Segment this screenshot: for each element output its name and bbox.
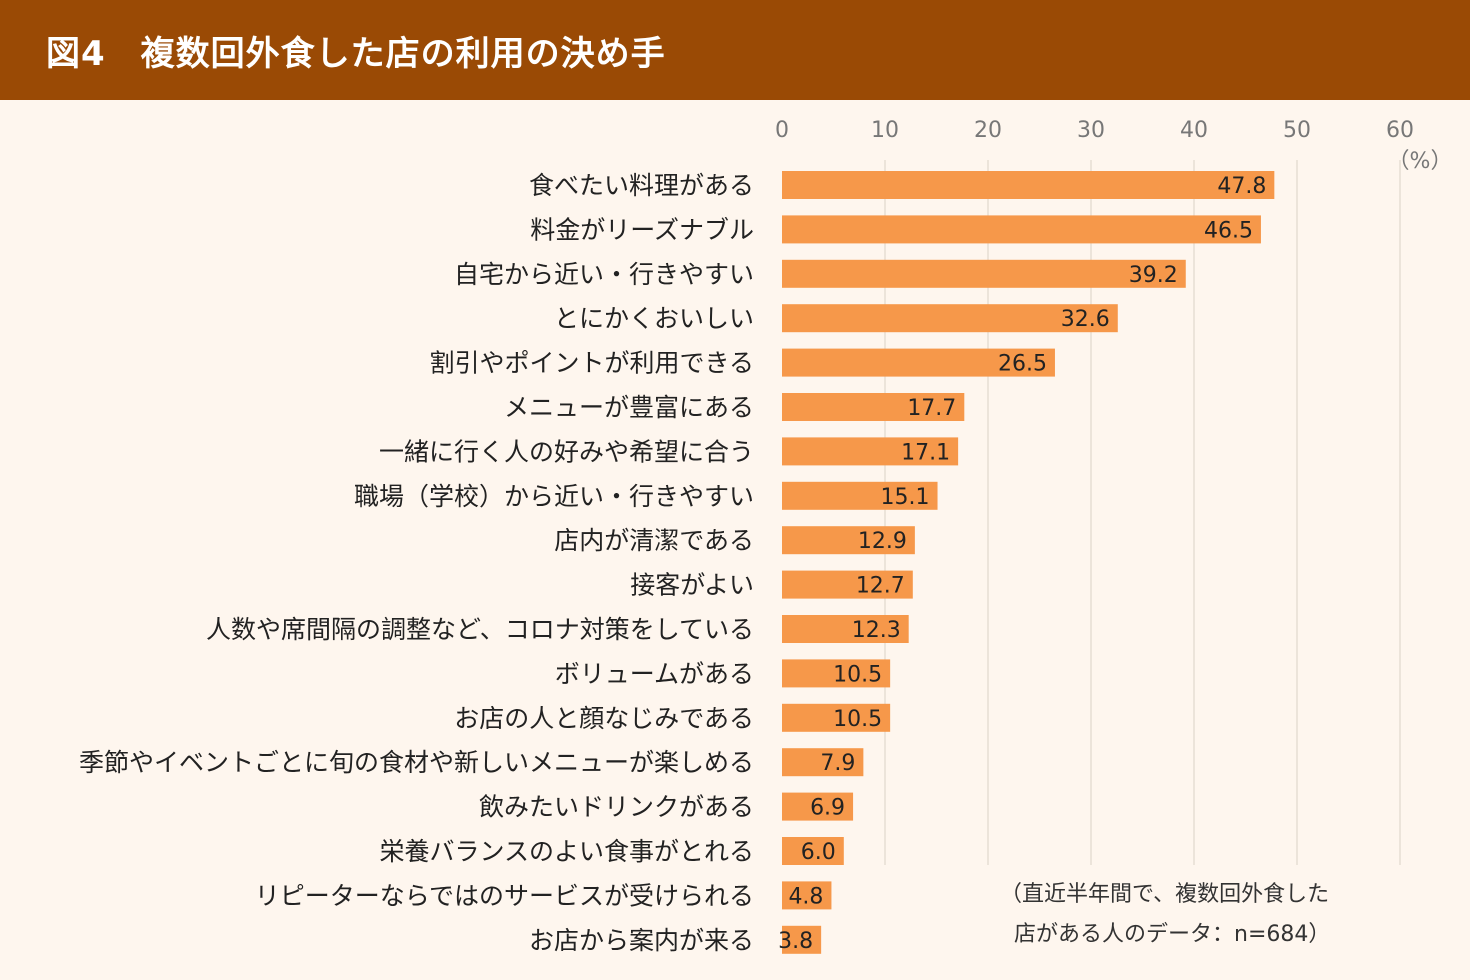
bar xyxy=(782,481,938,510)
value-label: 17.1 xyxy=(901,440,950,465)
x-tick-label: 60 xyxy=(1386,118,1414,143)
bar xyxy=(782,881,832,910)
bar xyxy=(782,837,844,865)
category-label: 割引やポイントが利用できる xyxy=(429,349,754,378)
bar xyxy=(782,437,959,466)
bar xyxy=(782,792,854,821)
category-label: 人数や席間隔の調整など、コロナ対策をしている xyxy=(206,615,754,644)
x-tick-label: 0 xyxy=(775,118,789,143)
value-label: 7.9 xyxy=(820,751,855,776)
value-label: 6.0 xyxy=(801,840,836,865)
bar xyxy=(782,703,891,732)
value-label: 12.3 xyxy=(852,618,901,643)
value-label: 3.8 xyxy=(778,929,813,954)
bar xyxy=(782,526,915,555)
value-label: 4.8 xyxy=(788,884,823,909)
category-label: 接客がよい xyxy=(630,571,754,600)
bar xyxy=(782,393,965,421)
bar xyxy=(782,215,1261,244)
category-label: 食べたい料理がある xyxy=(529,171,754,200)
category-label: 季節やイベントごとに旬の食材や新しいメニューが楽しめる xyxy=(79,748,754,777)
x-tick-label: 40 xyxy=(1180,118,1208,143)
category-label: 料金がリーズナブル xyxy=(530,215,754,244)
title-banner: 図4 複数回外食した店の利用の決め手 xyxy=(0,0,1470,100)
value-label: 39.2 xyxy=(1129,263,1178,288)
bar xyxy=(782,659,891,688)
category-label: 栄養バランスのよい食事がとれる xyxy=(379,837,754,866)
unit-label: （%） xyxy=(1388,149,1453,174)
category-label: 店内が清潔である xyxy=(554,526,754,555)
category-label: リピーターならではのサービスが受けられる xyxy=(255,881,754,910)
bar xyxy=(782,304,1118,333)
category-label: お店から案内が来る xyxy=(529,926,754,955)
chart-title: 図4 複数回外食した店の利用の決め手 xyxy=(46,34,666,74)
sample-note-line-2: 店がある人のデータ：n=684） xyxy=(1014,922,1331,947)
x-tick-label: 30 xyxy=(1077,118,1105,143)
bar xyxy=(782,615,909,643)
x-tick-label: 50 xyxy=(1283,118,1311,143)
value-label: 32.6 xyxy=(1061,307,1110,332)
value-label: 15.1 xyxy=(881,485,930,510)
value-label: 26.5 xyxy=(998,352,1047,377)
value-label: 10.5 xyxy=(833,662,882,687)
value-label: 17.7 xyxy=(907,396,956,421)
category-label: メニューが豊富にある xyxy=(504,393,754,422)
category-label: とにかくおいしい xyxy=(554,304,754,333)
value-label: 6.9 xyxy=(810,796,845,821)
x-tick-label: 10 xyxy=(871,118,899,143)
value-label: 10.5 xyxy=(833,707,882,732)
category-label: 一緒に行く人の好みや希望に合う xyxy=(379,437,754,466)
category-label: ボリュームがある xyxy=(555,659,754,688)
bar xyxy=(782,748,864,777)
value-label: 12.9 xyxy=(858,529,907,554)
bar xyxy=(782,925,822,954)
value-label: 46.5 xyxy=(1204,218,1253,243)
bar xyxy=(782,348,1055,377)
category-label: お店の人と顔なじみである xyxy=(454,704,754,733)
category-label: 自宅から近い・行きやすい xyxy=(454,260,754,289)
bar xyxy=(782,570,913,599)
sample-note-line-1: （直近半年間で、複数回外食した xyxy=(1000,882,1330,907)
bar xyxy=(782,259,1186,288)
value-label: 47.8 xyxy=(1217,174,1266,199)
bar xyxy=(782,171,1275,199)
category-label: 飲みたいドリンクがある xyxy=(479,793,754,822)
x-tick-label: 20 xyxy=(974,118,1002,143)
value-label: 12.7 xyxy=(856,574,905,599)
category-label: 職場（学校）から近い・行きやすい xyxy=(354,482,754,511)
